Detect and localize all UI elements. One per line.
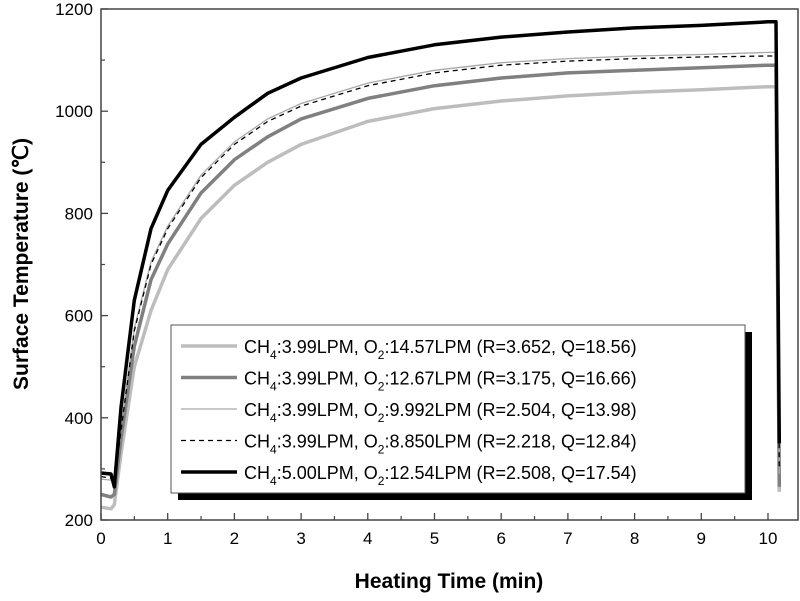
x-tick-label: 4 xyxy=(363,529,372,548)
x-tick-label: 2 xyxy=(230,529,239,548)
series-line-5 xyxy=(100,20,782,489)
legend-entry: CH4:3.99LPM, O2:12.67LPM (R=3.175, Q=16.… xyxy=(244,369,637,394)
y-tick-label: 400 xyxy=(65,409,93,428)
series-line-4 xyxy=(100,55,780,485)
y-tick-label: 1200 xyxy=(55,0,93,19)
legend-box xyxy=(170,324,746,494)
x-tick-label: 1 xyxy=(163,529,172,548)
y-tick-label: 600 xyxy=(65,307,93,326)
legend-entry: CH4:5.00LPM, O2:12.54LPM (R=2.508, Q=17.… xyxy=(244,463,637,488)
plot-frame xyxy=(100,8,799,521)
legend-entry: CH4:3.99LPM, O2:14.57LPM (R=3.652, Q=18.… xyxy=(244,337,637,362)
y-tick-label: 1000 xyxy=(55,102,93,121)
x-tick-label: 6 xyxy=(496,529,505,548)
legend-entry: CH4:3.99LPM, O2:9.992LPM (R=2.504, Q=13.… xyxy=(244,400,637,425)
series-line-2 xyxy=(100,63,782,499)
y-tick-label: 800 xyxy=(65,204,93,223)
x-tick-label: 0 xyxy=(96,529,105,548)
x-tick-label: 8 xyxy=(630,529,639,548)
x-tick-label: 10 xyxy=(759,529,778,548)
x-tick-label: 7 xyxy=(563,529,572,548)
legend-entry: CH4:3.99LPM, O2:8.850LPM (R=2.218, Q=12.… xyxy=(244,432,637,457)
x-tick-label: 9 xyxy=(697,529,706,548)
legend: CH4:3.99LPM, O2:14.57LPM (R=3.652, Q=18.… xyxy=(170,324,752,500)
y-tick-label: 200 xyxy=(65,511,93,530)
x-tick-label: 5 xyxy=(430,529,439,548)
y-axis-label: Surface Temperature (℃) xyxy=(10,138,33,390)
x-tick-label: 3 xyxy=(296,529,305,548)
series-line-1 xyxy=(100,84,782,511)
x-axis-label: Heating Time (min) xyxy=(355,570,544,593)
